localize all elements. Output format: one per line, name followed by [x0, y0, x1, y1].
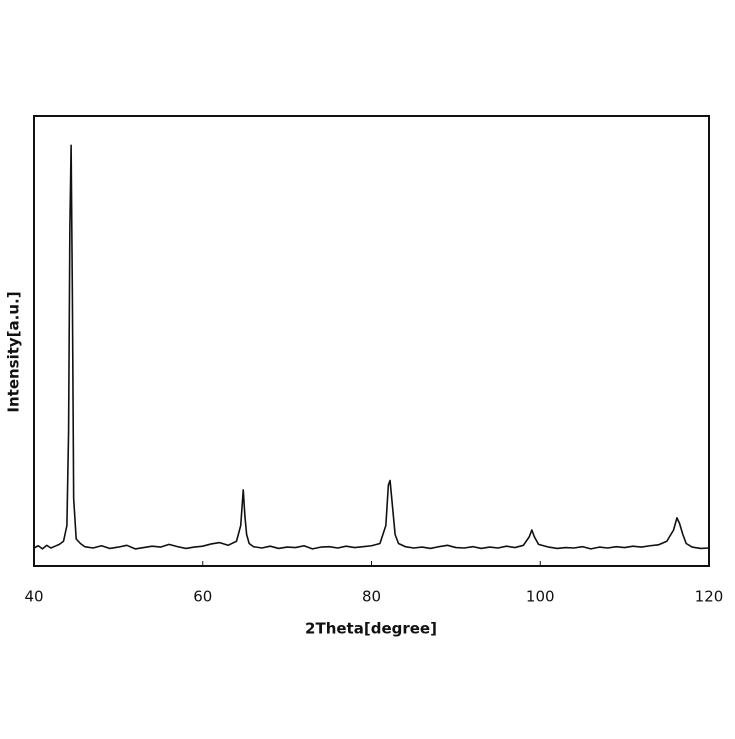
y-axis-label: Intensity[a.u.]: [5, 291, 23, 412]
x-tick-label: 40: [24, 588, 43, 606]
x-tick-label: 120: [695, 588, 724, 606]
x-tick-label: 80: [362, 588, 381, 606]
x-tick-label: 60: [193, 588, 212, 606]
x-axis-label: 2Theta[degree]: [305, 620, 437, 638]
plot-frame: [33, 115, 710, 567]
diffraction-line: [33, 144, 710, 550]
x-tick-label: 100: [526, 588, 555, 606]
